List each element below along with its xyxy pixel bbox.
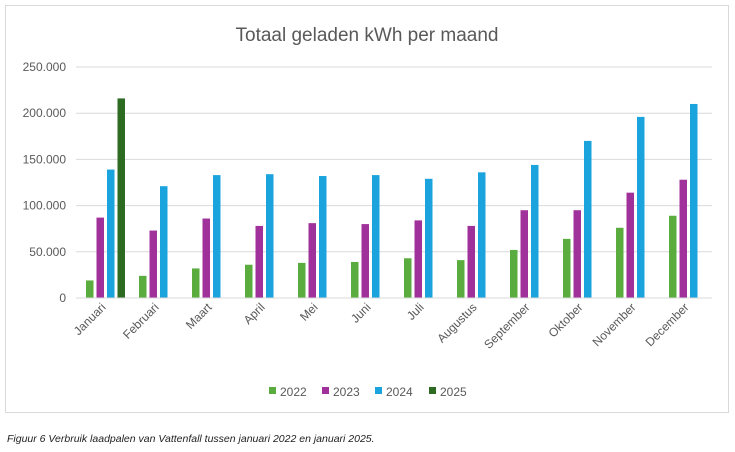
x-tick-label: Mei xyxy=(297,300,321,324)
bar-2023-augustus xyxy=(467,225,475,298)
y-tick-label: 250.000 xyxy=(23,60,67,74)
bar-2023-november xyxy=(626,192,634,298)
x-tick-label: Februari xyxy=(120,300,161,341)
x-tick-label: December xyxy=(643,300,692,349)
bar-2022-januari xyxy=(86,280,94,298)
bar-2022-mei xyxy=(298,262,306,298)
x-tick-label: Maart xyxy=(183,300,215,332)
legend-swatch-2022 xyxy=(269,387,276,394)
bar-2023-juli xyxy=(414,220,422,298)
bar-2024-april xyxy=(266,174,274,298)
legend-label-2023: 2023 xyxy=(333,385,360,399)
bar-2023-december xyxy=(679,179,687,298)
legend-label-2025: 2025 xyxy=(440,385,467,399)
bar-2025-januari xyxy=(117,98,125,298)
x-tick-label: September xyxy=(481,300,532,351)
y-tick-label: 150.000 xyxy=(23,152,67,166)
chart-frame xyxy=(5,5,729,413)
legend-label-2022: 2022 xyxy=(280,385,307,399)
bar-2022-november xyxy=(616,227,624,298)
bar-2023-juni xyxy=(361,224,369,298)
bar-2024-juni xyxy=(372,175,380,298)
y-tick-label: 50.000 xyxy=(29,245,66,259)
bar-2022-april xyxy=(245,264,253,298)
x-tick-label: November xyxy=(590,300,639,349)
bar-2022-september xyxy=(510,249,518,298)
bar-2024-februari xyxy=(160,186,168,298)
bar-2023-mei xyxy=(308,223,316,298)
bar-2022-december xyxy=(669,215,677,298)
bar-2023-oktober xyxy=(573,210,581,298)
bar-2024-januari xyxy=(107,169,115,298)
x-tick-label: Juli xyxy=(404,300,427,323)
bar-2022-augustus xyxy=(457,260,465,298)
x-tick-label: Januari xyxy=(71,300,109,338)
bar-2022-juni xyxy=(351,261,359,298)
y-tick-label: 0 xyxy=(59,291,66,305)
legend-swatch-2023 xyxy=(322,387,329,394)
legend-swatch-2024 xyxy=(375,387,382,394)
chart-title: Totaal geladen kWh per maand xyxy=(236,25,499,46)
legend: 2022 2023 2024 2025 xyxy=(269,385,467,399)
x-axis: Januari Februari Maart April Mei Juni Juli Augu… xyxy=(71,297,712,352)
bar-2022-februari xyxy=(139,275,147,298)
bar-2023-september xyxy=(520,210,528,298)
bar-2024-juli xyxy=(425,178,433,298)
legend-label-2024: 2024 xyxy=(386,385,413,399)
bar-2024-september xyxy=(531,164,539,298)
bar-2023-januari xyxy=(96,217,104,298)
bar-2022-juli xyxy=(404,258,412,298)
bar-2024-december xyxy=(690,103,698,299)
bar-2023-maart xyxy=(202,218,210,298)
bar-2022-oktober xyxy=(563,238,571,298)
bar-2024-mei xyxy=(319,176,327,298)
bar-2023-februari xyxy=(149,230,157,298)
bar-2024-oktober xyxy=(584,140,592,298)
x-tick-label: April xyxy=(241,300,268,327)
bar-2023-april xyxy=(255,225,263,298)
y-tick-label: 100.000 xyxy=(23,199,67,213)
x-tick-label: Juni xyxy=(348,300,373,325)
legend-swatch-2025 xyxy=(429,387,436,394)
bar-2022-maart xyxy=(192,268,200,298)
y-axis: 0 50.000 100.000 150.000 200.000 250.000 xyxy=(23,60,67,305)
x-tick-label: Augustus xyxy=(434,300,479,345)
bar-2024-augustus xyxy=(478,172,486,298)
x-tick-label: Oktober xyxy=(546,300,586,340)
figure-caption: Figuur 6 Verbruik laadpalen van Vattenfa… xyxy=(7,433,375,445)
y-tick-label: 200.000 xyxy=(23,106,67,120)
bars xyxy=(86,98,698,299)
bar-2024-november xyxy=(637,116,645,298)
bar-2024-maart xyxy=(213,175,221,298)
